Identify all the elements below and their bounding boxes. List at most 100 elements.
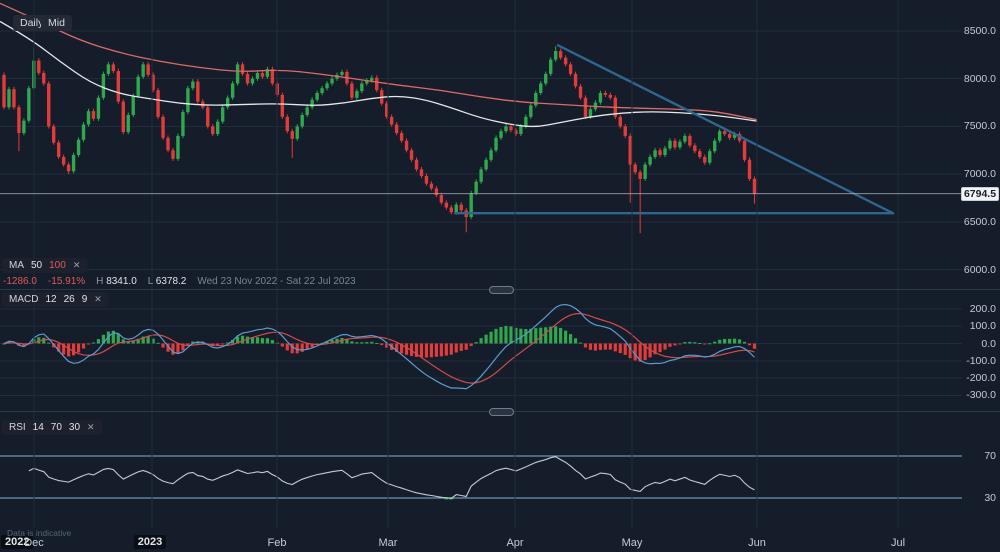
candle-body <box>37 60 41 73</box>
candle-body <box>409 150 414 160</box>
macd-histogram-bar <box>429 343 434 358</box>
macd-histogram-bar <box>141 336 145 344</box>
candle-body <box>479 169 483 182</box>
candle-body <box>211 126 215 135</box>
candle-body <box>310 99 314 108</box>
rsi-overbought: 70 <box>50 422 62 433</box>
candle-body <box>698 151 702 157</box>
rsi-period: 14 <box>32 422 44 433</box>
candle-body <box>56 142 61 157</box>
change-value: -1286.0 <box>3 276 37 287</box>
candle-body <box>365 80 369 84</box>
macd-close-icon[interactable]: ✕ <box>94 294 102 304</box>
rsi-close-icon[interactable]: ✕ <box>87 422 95 432</box>
candle-body <box>176 135 180 159</box>
ma-close-icon[interactable]: ✕ <box>72 260 81 270</box>
candle-body <box>350 83 354 98</box>
descending-trendline[interactable] <box>556 44 895 215</box>
candle-body <box>47 83 51 127</box>
chart-type-label: Mid <box>48 17 65 29</box>
ma-indicator-legend[interactable]: MA 50 100 ✕ <box>2 258 88 273</box>
candle-body <box>141 64 145 77</box>
candle-body <box>514 130 518 135</box>
candle-body <box>245 73 250 84</box>
panel-resize-handle-macd[interactable] <box>489 286 514 294</box>
macd-histogram-bar <box>434 343 438 357</box>
candle-body <box>96 97 101 119</box>
macd-histogram-bar <box>424 343 429 358</box>
macd-histogram-bar <box>464 343 468 350</box>
macd-histogram-bar <box>663 343 667 350</box>
macd-histogram-bar <box>703 343 707 345</box>
candle-body <box>7 89 11 108</box>
date-range: Wed 23 Nov 2022 - Sat 22 Jul 2023 <box>197 276 356 287</box>
macd-panel <box>0 303 962 396</box>
macd-histogram-bar <box>588 343 593 350</box>
candle-body <box>250 78 255 84</box>
macd-histogram-bar <box>255 337 260 344</box>
candle-body <box>578 86 583 98</box>
high-value: 8341.0 <box>106 276 137 287</box>
candle-body <box>623 126 627 136</box>
macd-histogram-bar <box>449 343 453 355</box>
candle-body <box>235 64 240 84</box>
macd-histogram-bar <box>235 336 240 344</box>
macd-histogram-bar <box>474 342 478 344</box>
candle-body <box>270 69 275 84</box>
macd-histogram-bar <box>613 343 617 352</box>
candle-body <box>573 73 578 87</box>
candle-body <box>230 83 235 98</box>
macd-histogram-bar <box>265 338 270 344</box>
candle-body <box>220 107 225 122</box>
macd-histogram-bar <box>330 339 334 344</box>
candle-body <box>17 107 21 134</box>
candle-body <box>265 69 270 77</box>
candle-body <box>583 97 588 117</box>
candle-body <box>295 126 299 139</box>
macd-histogram-bar <box>136 338 140 344</box>
macd-histogram-bar <box>116 333 120 344</box>
macd-histogram-bar <box>713 341 717 344</box>
candle-body <box>86 111 91 125</box>
candle-body <box>434 188 439 196</box>
candle-body <box>225 97 230 108</box>
candle-body <box>653 150 657 157</box>
macd-histogram-bar <box>285 343 289 351</box>
panel-resize-handle-rsi[interactable] <box>489 408 514 416</box>
macd-histogram-bar <box>559 327 563 344</box>
candle-body <box>280 94 285 117</box>
ma-period-50: 50 <box>31 260 43 271</box>
candle-body <box>76 139 81 156</box>
macd-indicator-legend[interactable]: MACD 12 26 9 ✕ <box>2 292 109 307</box>
candle-body <box>558 51 563 58</box>
macd-histogram-bar <box>22 343 26 347</box>
candle-body <box>603 93 608 95</box>
macd-fast: 12 <box>45 294 57 305</box>
candle-body <box>151 74 155 91</box>
macd-histogram-bar <box>708 343 712 345</box>
macd-histogram-bar <box>583 343 588 348</box>
price-stats-row: -1286.0 -15.91% H 8341.0 L 6378.2 Wed 23… <box>3 276 356 287</box>
candle-body <box>384 103 389 117</box>
candle-body <box>618 116 622 127</box>
macd-histogram-bar <box>17 343 21 346</box>
current-price-tag[interactable]: 6794.5 <box>961 187 999 201</box>
macd-histogram-bar <box>499 326 503 344</box>
candle-body <box>91 111 96 119</box>
candle-body <box>255 72 260 79</box>
chart-type-button[interactable]: Mid <box>41 15 72 31</box>
candle-body <box>2 74 6 108</box>
macd-signal: 9 <box>81 294 88 305</box>
candle-body <box>52 126 56 143</box>
candle-body <box>658 150 662 156</box>
candle-body <box>713 140 717 152</box>
candle-body <box>693 145 697 152</box>
candle-body <box>529 105 533 117</box>
rsi-indicator-legend[interactable]: RSI 14 70 30 ✕ <box>2 420 102 435</box>
macd-histogram-bar <box>573 338 578 344</box>
macd-histogram-bar <box>414 343 419 357</box>
candle-body <box>285 116 289 132</box>
candle-body <box>643 164 647 179</box>
